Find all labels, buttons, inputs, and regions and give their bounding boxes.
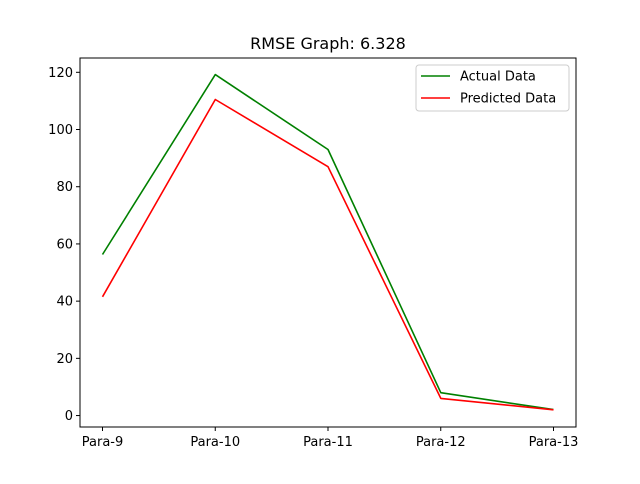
y-tick-label: 80 bbox=[56, 180, 73, 195]
y-tick-label: 40 bbox=[56, 295, 73, 310]
legend-box bbox=[415, 64, 570, 112]
y-axis: 0 20 40 60 80 100 120 bbox=[48, 66, 80, 424]
chart-title: RMSE Graph: 6.328 bbox=[250, 34, 406, 53]
legend-label: Predicted Data bbox=[460, 92, 556, 107]
x-tick-label: Para-9 bbox=[82, 435, 124, 450]
legend-label: Actual Data bbox=[460, 70, 536, 85]
x-tick-label: Para-10 bbox=[190, 435, 240, 450]
x-tick-label: Para-13 bbox=[529, 435, 579, 450]
y-tick-label: 20 bbox=[56, 352, 73, 367]
plot-area-frame bbox=[79, 57, 577, 428]
x-axis: Para-9 Para-10 Para-11 Para-12 Para-13 bbox=[82, 427, 579, 450]
y-tick-label: 0 bbox=[65, 409, 73, 424]
legend: Actual Data Predicted Data bbox=[415, 64, 570, 112]
y-tick-label: 120 bbox=[48, 66, 73, 81]
x-tick-label: Para-11 bbox=[303, 435, 353, 450]
x-tick-label: Para-12 bbox=[416, 435, 466, 450]
y-tick-label: 60 bbox=[56, 237, 73, 252]
series-lines bbox=[101, 73, 554, 411]
series-line-actual bbox=[101, 73, 554, 411]
series-line-predicted bbox=[101, 98, 554, 411]
y-tick-label: 100 bbox=[48, 123, 73, 138]
